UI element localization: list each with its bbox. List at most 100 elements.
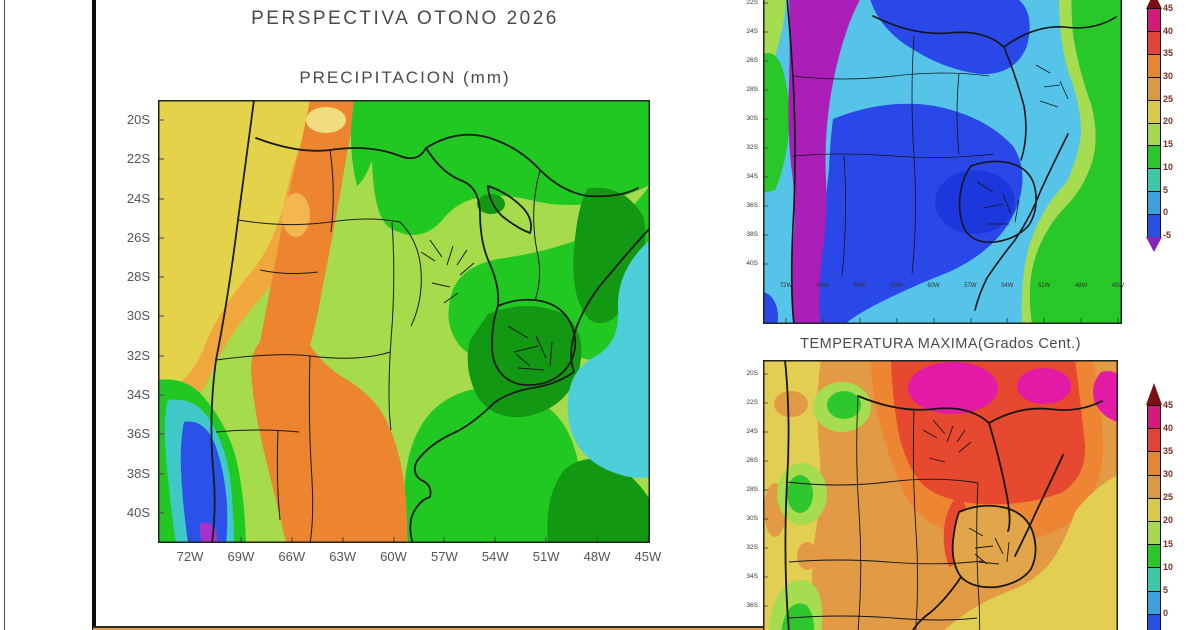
scale-tick-label: 5	[1163, 584, 1169, 595]
lon-tick-label: 72W	[176, 549, 204, 564]
lat-tick-label: 22S	[746, 0, 758, 6]
country-borders	[786, 0, 1117, 324]
lat-tick-label: 40S	[126, 504, 150, 520]
lat-tick-label: 30S	[746, 115, 758, 122]
lat-tick-label: 32S	[126, 347, 150, 363]
precipitation-map	[158, 100, 650, 543]
scale-tick-label: -5	[1163, 229, 1172, 240]
tmin-map	[763, 0, 1122, 324]
lat-tick-label: 40S	[746, 260, 758, 267]
lat-tick-label: 28S	[126, 269, 150, 285]
lat-tick-label: 26S	[746, 57, 758, 64]
scale-tick-label: 20	[1163, 116, 1174, 127]
scale-tick-label: 35	[1163, 446, 1174, 457]
axis-ticks	[158, 119, 649, 543]
page-title: PERSPECTIVA OTONO 2026	[251, 8, 559, 29]
scale-tick-label: 15	[1163, 139, 1174, 150]
lat-tick-label: 26S	[746, 457, 758, 464]
scale-tick-label: 5	[1163, 184, 1169, 195]
lat-tick-label: 38S	[746, 231, 758, 238]
lat-tick-label: 28S	[746, 86, 758, 93]
lat-tick-label: 32S	[746, 544, 758, 551]
precip-lat-axis: 20S 22S 24S 26S 28S 30S 32S 34S 36S 38S …	[102, 112, 150, 520]
tmax-map-title: TEMPERATURA MAXIMA(Grados Cent.)	[800, 336, 1081, 352]
tmin-colorbar-top-arrow	[1146, 0, 1162, 9]
tmax-colorbar-top-arrow	[1146, 383, 1162, 405]
scale-tick-label: 10	[1163, 161, 1174, 172]
lat-tick-label: 32S	[746, 144, 758, 151]
tmin-colorbar	[1147, 8, 1161, 238]
lon-tick-label: 45W	[1111, 283, 1125, 289]
lat-tick-label: 30S	[746, 515, 758, 522]
lon-tick-label: 60W	[927, 283, 940, 289]
country-borders	[784, 360, 1103, 630]
precip-lon-axis: 72W 69W 66W 63W 60W 57W 54W 51W 48W 45W	[172, 549, 666, 564]
scale-tick-label: 30	[1163, 469, 1174, 480]
lon-tick-label: 63W	[890, 283, 903, 289]
scale-tick-label: 25	[1163, 93, 1174, 104]
lon-tick-label: 60W	[380, 549, 407, 564]
scale-tick-label: 45	[1163, 3, 1174, 13]
tmin-colorbar-labels: 45 40 35 30 25 20 15 10 5 0 -5	[1163, 2, 1189, 241]
lon-tick-label: 48W	[1074, 283, 1088, 289]
country-borders	[210, 100, 650, 543]
scale-tick-label: 0	[1163, 607, 1169, 618]
lon-tick-label: 57W	[964, 283, 977, 289]
tmax-map	[763, 360, 1118, 630]
lat-tick-label: 26S	[126, 229, 150, 245]
lon-tick-label: 63W	[329, 549, 356, 564]
tmax-lat-axis: 20S 22S 24S 26S 28S 30S 32S 34S 36S	[726, 370, 758, 610]
tmin-lat-axis: 22S 24S 26S 28S 30S 32S 34S 36S 38S 40S	[726, 0, 758, 268]
lat-tick-label: 20S	[746, 370, 758, 377]
axis-ticks	[763, 373, 768, 607]
scale-tick-label: 15	[1163, 538, 1174, 549]
lat-tick-label: 24S	[126, 190, 150, 206]
tmin-lon-axis: 72W 69W 66W 63W 60W 57W 54W 51W 48W 45W	[773, 283, 1131, 289]
lat-tick-label: 28S	[746, 486, 758, 493]
scale-tick-label: 10	[1163, 561, 1174, 572]
lat-tick-label: 34S	[746, 573, 758, 580]
lat-tick-label: 24S	[746, 428, 758, 435]
scale-tick-label: 40	[1163, 25, 1174, 36]
tmin-colorbar-bottom-arrow	[1146, 237, 1162, 252]
lon-tick-label: 51W	[532, 549, 560, 564]
lon-tick-label: 54W	[481, 549, 509, 564]
column-divider-line	[92, 0, 96, 630]
scale-tick-label: 25	[1163, 492, 1174, 503]
lat-tick-label: 36S	[746, 202, 758, 209]
province-borders	[792, 35, 1069, 277]
tmax-colorbar	[1147, 405, 1161, 630]
lon-tick-label: 45W	[634, 549, 662, 564]
lat-tick-label: 36S	[746, 602, 758, 609]
scale-tick-label: 0	[1163, 207, 1169, 218]
lat-tick-label: 30S	[126, 308, 150, 324]
lon-tick-label: 54W	[1001, 283, 1014, 289]
next-map-top-edge	[93, 626, 763, 630]
lat-tick-label: 34S	[746, 173, 758, 180]
province-borders	[786, 395, 1010, 630]
axis-ticks	[763, 2, 1119, 324]
scale-tick-label: 35	[1163, 48, 1174, 59]
lon-tick-label: 66W	[853, 283, 866, 289]
scale-tick-label: 45	[1163, 400, 1174, 410]
lat-tick-label: 36S	[126, 426, 150, 442]
lon-tick-label: 66W	[278, 549, 306, 564]
province-borders	[215, 149, 553, 543]
lon-tick-label: 51W	[1037, 283, 1051, 289]
lat-tick-label: 20S	[126, 112, 150, 127]
scale-tick-label: 40	[1163, 423, 1174, 434]
precipitation-map-title: PRECIPITACION (mm)	[299, 68, 511, 87]
page-left-border-line	[4, 0, 5, 630]
lat-tick-label: 38S	[126, 465, 150, 481]
lon-tick-label: 69W	[816, 283, 830, 289]
lat-tick-label: 24S	[746, 28, 758, 35]
lon-tick-label: 72W	[779, 283, 793, 289]
tmax-colorbar-labels: 45 40 35 30 25 20 15 10 5 0 -5	[1163, 399, 1189, 630]
lat-tick-label: 22S	[746, 399, 758, 406]
lat-tick-label: 22S	[126, 151, 150, 167]
lon-tick-label: 69W	[227, 549, 255, 564]
lon-tick-label: 57W	[431, 549, 458, 564]
scale-tick-label: 20	[1163, 515, 1174, 526]
lat-tick-label: 34S	[126, 387, 150, 403]
